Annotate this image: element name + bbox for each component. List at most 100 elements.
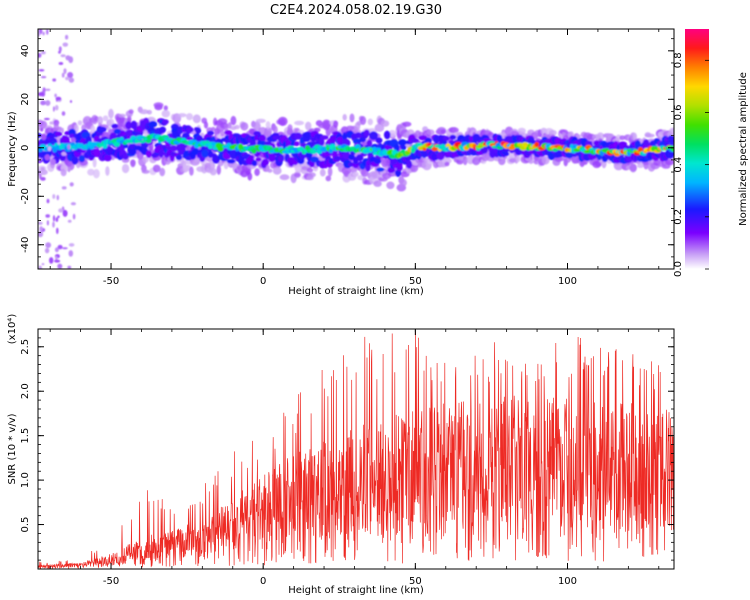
spectral-cell (342, 114, 347, 121)
spectral-cell (54, 104, 59, 111)
x-tick-label: 100 (558, 576, 577, 587)
spectral-cell (54, 259, 61, 263)
spectral-cell (619, 135, 626, 141)
spectral-cell (541, 155, 550, 165)
spectral-cell (325, 175, 332, 182)
spectral-cell (259, 134, 267, 141)
spectral-cell (105, 166, 110, 176)
spectrogram-xlabel: Height of straight line (km) (288, 286, 424, 297)
spectral-cell (123, 143, 129, 149)
spectral-cell (163, 105, 168, 111)
spectral-cell (111, 123, 119, 129)
spectral-cell (596, 132, 605, 142)
spectral-cell (189, 166, 194, 176)
y-tick-label: 2.5 (20, 339, 31, 355)
spectral-cell (273, 125, 278, 134)
figure-title: C2E4.2024.058.02.19.G30 (270, 3, 442, 18)
spectral-cell (145, 150, 152, 159)
spectral-cell (70, 137, 76, 143)
spectral-cell (71, 155, 79, 165)
spectral-cell (356, 154, 364, 162)
spectral-cell (383, 130, 391, 140)
spectral-cell (306, 167, 314, 173)
spectral-cell (92, 157, 97, 168)
spectral-cell (38, 221, 43, 225)
spectral-cell (207, 130, 214, 136)
spectral-cell (159, 126, 167, 134)
spectral-cell (69, 182, 74, 187)
spectral-cell (42, 31, 45, 36)
spectral-cell (57, 263, 63, 269)
spectral-cell (153, 102, 164, 108)
spectral-cell (58, 208, 64, 213)
spectral-cell (62, 247, 68, 250)
spectral-cell (54, 93, 57, 98)
spectral-cell (402, 121, 412, 127)
spectral-cell (247, 172, 253, 181)
spectral-cell (44, 154, 51, 161)
spectral-cell (68, 243, 75, 247)
y-tick-label: 1.5 (20, 428, 31, 444)
spectral-cell (118, 113, 126, 118)
spectral-cell (294, 141, 300, 147)
spectral-cell (40, 177, 46, 181)
spectral-cell (211, 126, 216, 132)
spectral-cell (223, 124, 229, 132)
snr-xlabel: Height of straight line (km) (288, 585, 424, 596)
spectral-cell (65, 76, 70, 81)
spectral-cell (637, 147, 644, 152)
spectral-cell (440, 144, 446, 148)
spectral-cell (161, 109, 171, 118)
spectral-cell (134, 139, 140, 144)
spectral-cell (665, 158, 674, 166)
spectral-cell (342, 151, 350, 160)
spectral-cell (38, 53, 42, 58)
spectral-cell (207, 161, 216, 171)
spectral-cell (226, 159, 236, 164)
spectral-cell (255, 118, 266, 123)
spectral-cell (162, 119, 169, 125)
spectral-cell (277, 116, 288, 126)
y-tick-label: -40 (20, 237, 31, 253)
spectral-cell (319, 168, 326, 177)
spectral-cell (223, 160, 229, 170)
spectral-cell (209, 168, 217, 176)
spectral-cell (67, 144, 71, 150)
spectral-cell (508, 145, 516, 151)
spectral-cell (254, 168, 260, 177)
spectral-cell (601, 162, 607, 167)
spectral-cell (47, 146, 52, 152)
spectral-cell (322, 119, 331, 130)
spectral-cell (267, 168, 273, 173)
spectral-cell (152, 164, 161, 173)
spectral-cell (272, 166, 282, 175)
spectral-cell (255, 157, 262, 162)
spectral-cell (668, 127, 674, 137)
spectral-cell (195, 127, 202, 134)
spectral-cell (93, 148, 101, 158)
y-tick-label: 40 (20, 44, 31, 57)
snr-frame (37, 328, 675, 570)
spectrogram-frame (37, 28, 675, 270)
spectral-cell (54, 131, 63, 137)
spectral-cell (54, 247, 59, 253)
spectral-cell (49, 257, 54, 264)
spectral-cell (72, 213, 76, 220)
spectral-cell (224, 130, 233, 136)
spectral-cell (56, 194, 60, 201)
spectral-cell (55, 96, 62, 101)
spectral-cell (38, 31, 41, 37)
spectral-cell (41, 76, 47, 79)
spectral-cell (93, 169, 100, 179)
spectral-cell (642, 139, 650, 147)
spectral-cell (180, 143, 186, 150)
spectral-cell (121, 163, 130, 174)
spectral-cell (38, 265, 42, 269)
spectral-cell (294, 172, 301, 178)
spectral-cell (373, 180, 382, 187)
spectral-cell (87, 168, 95, 176)
spectral-cell (61, 127, 64, 134)
y-tick-label: 1.0 (20, 472, 31, 488)
spectral-cell (418, 135, 428, 141)
